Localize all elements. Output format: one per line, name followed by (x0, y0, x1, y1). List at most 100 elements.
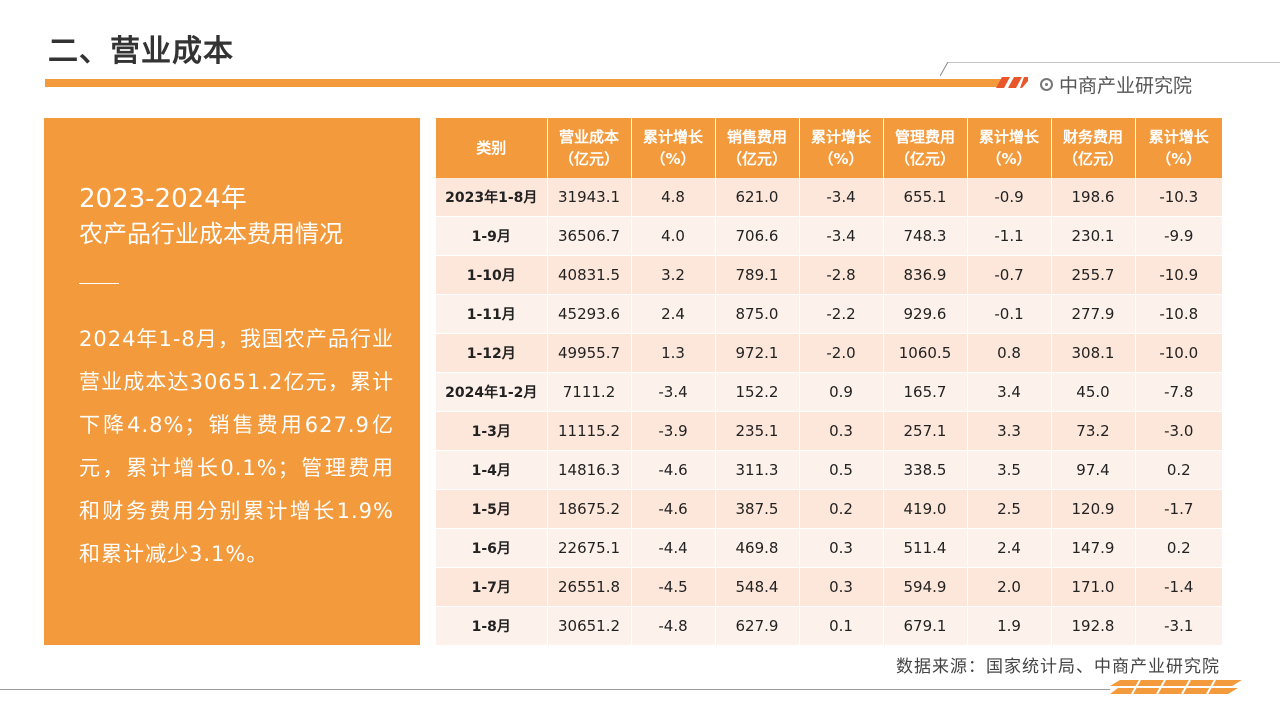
value-cell: 1060.5 (883, 333, 968, 373)
value-cell: -1.4 (1135, 567, 1222, 607)
column-header-line: 累计增长 (1148, 128, 1209, 146)
value-cell: 3.4 (967, 372, 1052, 412)
value-cell: 1.9 (967, 606, 1052, 646)
value-cell: 679.1 (883, 606, 968, 646)
value-cell: 31943.1 (547, 178, 632, 217)
column-header-line: 营业成本 (558, 128, 619, 146)
footer-divider-line (0, 689, 1110, 690)
summary-body: 2024年1-8月，我国农产品行业营业成本达30651.2亿元，累计下降4.8%… (79, 327, 394, 566)
value-cell: 277.9 (1051, 294, 1136, 334)
value-cell: 3.2 (631, 255, 716, 295)
value-cell: 469.8 (715, 528, 800, 568)
footer-stripes-decoration-icon (1110, 680, 1242, 694)
table-row: 2023年1-8月 31943.1 4.8 621.0 -3.4 655.1 -0.9 198… (436, 178, 1222, 217)
value-cell: -3.4 (799, 216, 884, 256)
value-cell: 120.9 (1051, 489, 1136, 529)
value-cell: 152.2 (715, 372, 800, 412)
value-cell: 147.9 (1051, 528, 1136, 568)
value-cell: 22675.1 (547, 528, 632, 568)
value-cell: 165.7 (883, 372, 968, 412)
period-cell: 1-9月 (436, 216, 548, 256)
period-cell: 1-4月 (436, 450, 548, 490)
period-cell: 1-11月 (436, 294, 548, 334)
value-cell: -3.9 (631, 411, 716, 451)
column-header: 累计增长 （%） (967, 118, 1052, 178)
column-header: 财务费用 （亿元） (1051, 118, 1136, 178)
value-cell: 4.0 (631, 216, 716, 256)
stripes-decoration-icon (996, 77, 1028, 88)
column-header-line: （亿元） (894, 150, 955, 168)
value-cell: -10.3 (1135, 178, 1222, 217)
column-header: 累计增长 （%） (799, 118, 884, 178)
value-cell: 875.0 (715, 294, 800, 334)
value-cell: 3.3 (967, 411, 1052, 451)
value-cell: 0.3 (799, 567, 884, 607)
value-cell: 4.8 (631, 178, 716, 217)
column-header-line: （%） (986, 150, 1032, 168)
value-cell: 192.8 (1051, 606, 1136, 646)
column-header-line: 管理费用 (894, 128, 955, 146)
value-cell: 11115.2 (547, 411, 632, 451)
value-cell: -3.0 (1135, 411, 1222, 451)
value-cell: -10.8 (1135, 294, 1222, 334)
value-cell: 0.2 (1135, 528, 1222, 568)
column-header-line: 类别 (476, 139, 507, 157)
value-cell: 230.1 (1051, 216, 1136, 256)
period-cell: 1-5月 (436, 489, 548, 529)
value-cell: -4.8 (631, 606, 716, 646)
value-cell: 2.4 (631, 294, 716, 334)
value-cell: 73.2 (1051, 411, 1136, 451)
value-cell: -0.1 (967, 294, 1052, 334)
value-cell: 706.6 (715, 216, 800, 256)
period-cell: 1-3月 (436, 411, 548, 451)
column-header: 累计增长 （%） (1135, 118, 1222, 178)
column-header-line: 累计增长 (810, 128, 871, 146)
value-cell: -3.4 (799, 178, 884, 217)
value-cell: 0.1 (799, 606, 884, 646)
table-row: 1-3月 11115.2 -3.9 235.1 0.3 257.1 3.3 73.2 -3.0 (436, 411, 1222, 451)
value-cell: 171.0 (1051, 567, 1136, 607)
value-cell: -4.5 (631, 567, 716, 607)
value-cell: 2.4 (967, 528, 1052, 568)
table-header: 类别 营业成本 （亿元） 累计增长 （%） 销售费用 （亿元） 累计增长 （%） 管理费用 （亿元）… (436, 118, 1222, 178)
column-header: 类别 (436, 118, 548, 178)
value-cell: 338.5 (883, 450, 968, 490)
value-cell: -7.8 (1135, 372, 1222, 412)
value-cell: 7111.2 (547, 372, 632, 412)
value-cell: 387.5 (715, 489, 800, 529)
value-cell: 49955.7 (547, 333, 632, 373)
column-header: 营业成本 （亿元） (547, 118, 632, 178)
cost-table: 类别 营业成本 （亿元） 累计增长 （%） 销售费用 （亿元） 累计增长 （%） 管理费用 （亿元）… (436, 118, 1222, 646)
title-accent-bar (45, 79, 1003, 87)
value-cell: 40831.5 (547, 255, 632, 295)
value-cell: -10.9 (1135, 255, 1222, 295)
value-cell: 655.1 (883, 178, 968, 217)
value-cell: -3.4 (631, 372, 716, 412)
column-header-line: （亿元） (726, 150, 787, 168)
value-cell: 198.6 (1051, 178, 1136, 217)
value-cell: 419.0 (883, 489, 968, 529)
value-cell: 627.9 (715, 606, 800, 646)
column-header-line: 累计增长 (978, 128, 1039, 146)
value-cell: 97.4 (1051, 450, 1136, 490)
target-icon (1040, 78, 1053, 91)
value-cell: -2.8 (799, 255, 884, 295)
value-cell: 2.5 (967, 489, 1052, 529)
value-cell: 45293.6 (547, 294, 632, 334)
table-row: 1-8月 30651.2 -4.8 627.9 0.1 679.1 1.9 192.8 -3.1 (436, 606, 1222, 646)
value-cell: -0.9 (967, 178, 1052, 217)
column-header-line: （%） (818, 150, 864, 168)
column-header-line: （亿元） (1062, 150, 1123, 168)
value-cell: -4.6 (631, 450, 716, 490)
value-cell: 30651.2 (547, 606, 632, 646)
value-cell: 26551.8 (547, 567, 632, 607)
column-header: 销售费用 （亿元） (715, 118, 800, 178)
table-row: 1-9月 36506.7 4.0 706.6 -3.4 748.3 -1.1 230.1 -9.… (436, 216, 1222, 256)
table-body: 2023年1-8月 31943.1 4.8 621.0 -3.4 655.1 -0.9 198… (436, 178, 1222, 646)
value-cell: 836.9 (883, 255, 968, 295)
column-header-line: 累计增长 (642, 128, 703, 146)
value-cell: 621.0 (715, 178, 800, 217)
value-cell: 929.6 (883, 294, 968, 334)
value-cell: 594.9 (883, 567, 968, 607)
value-cell: 235.1 (715, 411, 800, 451)
